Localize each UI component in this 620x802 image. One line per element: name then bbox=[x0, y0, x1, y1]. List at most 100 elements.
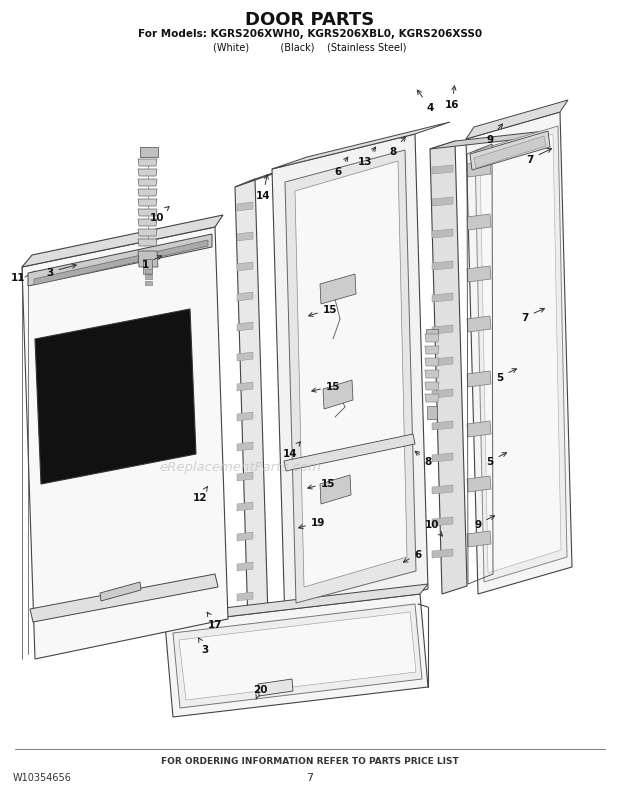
Text: 11: 11 bbox=[11, 273, 25, 282]
Text: 16: 16 bbox=[445, 87, 459, 110]
Polygon shape bbox=[145, 282, 152, 286]
Polygon shape bbox=[235, 168, 290, 188]
Polygon shape bbox=[467, 532, 491, 547]
Polygon shape bbox=[272, 135, 428, 624]
Polygon shape bbox=[432, 326, 453, 334]
Polygon shape bbox=[432, 198, 453, 207]
Polygon shape bbox=[237, 412, 253, 422]
Polygon shape bbox=[237, 322, 253, 331]
Polygon shape bbox=[323, 380, 353, 410]
Text: eReplacementParts.com: eReplacementParts.com bbox=[159, 461, 321, 474]
Polygon shape bbox=[432, 229, 453, 239]
Polygon shape bbox=[165, 585, 428, 624]
Polygon shape bbox=[425, 346, 439, 354]
Polygon shape bbox=[432, 517, 453, 526]
Text: 3: 3 bbox=[198, 638, 208, 654]
Polygon shape bbox=[22, 228, 228, 659]
Text: DOOR PARTS: DOOR PARTS bbox=[246, 11, 374, 29]
Polygon shape bbox=[143, 260, 152, 274]
Text: 7: 7 bbox=[306, 772, 314, 782]
Polygon shape bbox=[425, 395, 439, 403]
Polygon shape bbox=[35, 310, 196, 484]
Polygon shape bbox=[475, 127, 567, 582]
Text: 3: 3 bbox=[46, 265, 76, 277]
Text: 7: 7 bbox=[521, 309, 544, 322]
Polygon shape bbox=[467, 371, 491, 387]
Text: 6: 6 bbox=[404, 549, 422, 562]
Text: 9: 9 bbox=[474, 516, 495, 529]
Text: 9: 9 bbox=[487, 125, 503, 145]
Polygon shape bbox=[430, 132, 545, 150]
Polygon shape bbox=[235, 180, 268, 626]
Text: 7: 7 bbox=[526, 149, 552, 164]
Polygon shape bbox=[179, 612, 416, 700]
Text: 19: 19 bbox=[299, 517, 325, 529]
Text: 6: 6 bbox=[334, 158, 348, 176]
Polygon shape bbox=[237, 203, 253, 212]
Polygon shape bbox=[426, 330, 438, 334]
Text: For Models: KGRS206XWH0, KGRS206XBL0, KGRS206XSS0: For Models: KGRS206XWH0, KGRS206XBL0, KG… bbox=[138, 29, 482, 39]
Polygon shape bbox=[470, 132, 550, 171]
Polygon shape bbox=[258, 679, 293, 696]
Text: 4: 4 bbox=[417, 91, 433, 113]
Polygon shape bbox=[466, 113, 572, 594]
Polygon shape bbox=[138, 220, 157, 227]
Polygon shape bbox=[138, 160, 157, 167]
Polygon shape bbox=[432, 390, 453, 399]
Polygon shape bbox=[285, 151, 416, 603]
Polygon shape bbox=[237, 502, 253, 512]
Polygon shape bbox=[474, 137, 546, 168]
Polygon shape bbox=[427, 407, 437, 419]
Polygon shape bbox=[320, 274, 356, 305]
Text: (White)          (Black)    (Stainless Steel): (White) (Black) (Stainless Steel) bbox=[213, 42, 407, 52]
Polygon shape bbox=[432, 261, 453, 270]
Polygon shape bbox=[138, 170, 157, 176]
Polygon shape bbox=[425, 334, 439, 342]
Polygon shape bbox=[467, 162, 491, 178]
Polygon shape bbox=[432, 453, 453, 463]
Polygon shape bbox=[430, 142, 467, 594]
Polygon shape bbox=[138, 200, 157, 207]
Polygon shape bbox=[138, 180, 157, 187]
Text: 8: 8 bbox=[415, 452, 432, 467]
Text: 10: 10 bbox=[425, 520, 443, 537]
Text: 17: 17 bbox=[207, 613, 223, 630]
Polygon shape bbox=[34, 241, 208, 286]
Text: 12: 12 bbox=[193, 487, 208, 502]
Text: 8: 8 bbox=[389, 138, 405, 157]
Text: 10: 10 bbox=[150, 207, 169, 223]
Text: 15: 15 bbox=[308, 479, 335, 489]
Text: 1: 1 bbox=[141, 257, 162, 269]
Polygon shape bbox=[467, 422, 491, 437]
Polygon shape bbox=[237, 533, 253, 541]
Polygon shape bbox=[432, 166, 453, 175]
Text: W10354656: W10354656 bbox=[12, 772, 71, 782]
Polygon shape bbox=[425, 383, 439, 391]
Polygon shape bbox=[237, 233, 253, 241]
Polygon shape bbox=[432, 422, 453, 431]
Polygon shape bbox=[237, 263, 253, 272]
Polygon shape bbox=[145, 269, 152, 273]
Polygon shape bbox=[467, 476, 491, 492]
Polygon shape bbox=[237, 443, 253, 452]
Polygon shape bbox=[295, 162, 407, 587]
Polygon shape bbox=[22, 216, 223, 268]
Polygon shape bbox=[28, 235, 212, 286]
Text: 14: 14 bbox=[255, 176, 270, 200]
Polygon shape bbox=[237, 562, 253, 571]
Polygon shape bbox=[138, 229, 157, 237]
Polygon shape bbox=[145, 276, 152, 280]
Polygon shape bbox=[138, 252, 158, 268]
Polygon shape bbox=[425, 371, 439, 379]
Polygon shape bbox=[30, 574, 218, 622]
Polygon shape bbox=[320, 476, 351, 504]
Polygon shape bbox=[432, 358, 453, 367]
Polygon shape bbox=[237, 592, 253, 602]
Text: 13: 13 bbox=[358, 148, 376, 167]
Polygon shape bbox=[432, 485, 453, 494]
Text: 14: 14 bbox=[283, 442, 300, 459]
Polygon shape bbox=[138, 190, 157, 196]
Polygon shape bbox=[466, 101, 568, 140]
Polygon shape bbox=[467, 267, 491, 282]
Polygon shape bbox=[165, 594, 428, 717]
